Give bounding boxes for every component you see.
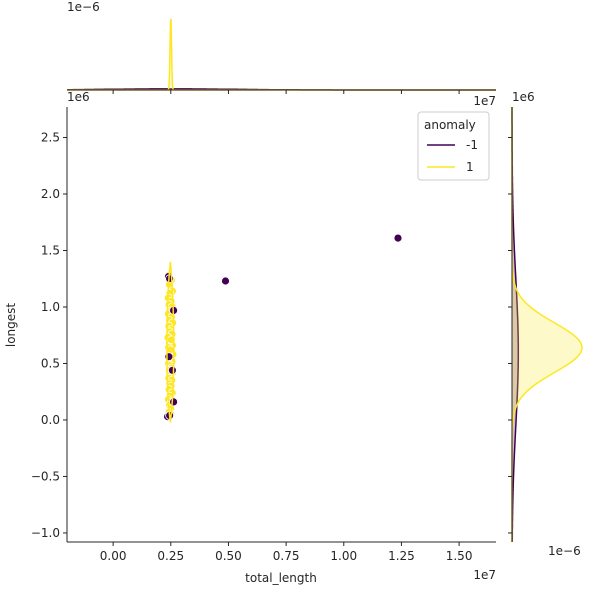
joint-kde-contour xyxy=(166,261,175,423)
top-marginal-density-offset: 1e−6 xyxy=(67,0,100,14)
x-axis-title: total_length xyxy=(245,571,317,585)
top-marginal-ticks xyxy=(112,90,460,94)
scatter-point-series-0 xyxy=(393,233,403,243)
x-tick-label: 1.50 xyxy=(446,549,473,563)
right-marginal-plot: 1e6 1e−6 xyxy=(508,90,583,558)
y-tick-label: −1.0 xyxy=(31,526,60,540)
right-marginal-kde xyxy=(511,107,583,542)
y-axis-offset: 1e6 xyxy=(67,90,90,104)
main-scatter-axes: 0.00 0.25 0.50 0.75 1.00 1.25 1.50 −1.0 −0.5 0.0… xyxy=(4,90,496,585)
legend: anomaly -1 1 xyxy=(417,111,490,181)
top-marginal-plot: 1e−6 xyxy=(67,0,496,94)
scatter-point-series-0 xyxy=(221,276,230,286)
y-tick-label: 0.0 xyxy=(41,413,60,427)
right-kde-fill-series-1 xyxy=(512,107,582,542)
top-kde-fill-series-1 xyxy=(67,18,496,90)
y-tick-label: 1.0 xyxy=(41,300,60,314)
x-axis-ticks: 0.00 0.25 0.50 0.75 1.00 1.25 1.50 xyxy=(100,542,473,563)
joint-kde-contour-series-1 xyxy=(166,261,175,423)
y-tick-label: 2.0 xyxy=(41,187,60,201)
x-tick-label: 0.25 xyxy=(157,549,184,563)
y-tick-label: 0.5 xyxy=(41,356,60,370)
legend-frame xyxy=(417,111,490,181)
y-axis-ticks: −1.0 −0.5 0.0 0.5 1.0 1.5 2.0 2.5 xyxy=(31,131,67,540)
right-marginal-y-offset: 1e6 xyxy=(512,90,535,104)
top-kde-line-series-1 xyxy=(67,18,496,91)
legend-label-series-0: -1 xyxy=(466,138,478,152)
scatter-point-series-0 xyxy=(164,352,174,362)
top-marginal-x-offset: 1e7 xyxy=(473,94,496,108)
x-tick-label: 0.50 xyxy=(215,549,242,563)
x-tick-label: 1.25 xyxy=(388,549,415,563)
legend-title: anomaly xyxy=(424,118,476,132)
x-tick-label: 0.75 xyxy=(273,549,300,563)
y-tick-label: 1.5 xyxy=(41,243,60,257)
x-tick-label: 1.00 xyxy=(330,549,357,563)
y-tick-label: 2.5 xyxy=(41,131,60,145)
scatter-point-series-0 xyxy=(169,397,179,407)
right-kde-fill-series-0 xyxy=(512,107,519,542)
scatter-points xyxy=(163,233,403,422)
legend-label-series-1: 1 xyxy=(466,160,474,174)
y-tick-label: −0.5 xyxy=(31,469,60,483)
y-axis-title: longest xyxy=(4,303,18,348)
scatter-point-series-0 xyxy=(167,365,177,375)
right-marginal-ticks xyxy=(508,137,512,534)
top-marginal-kde xyxy=(67,18,496,91)
right-marginal-density-offset: 1e−6 xyxy=(548,544,581,558)
x-axis-offset: 1e7 xyxy=(473,568,496,582)
x-tick-label: 0.00 xyxy=(100,549,127,563)
